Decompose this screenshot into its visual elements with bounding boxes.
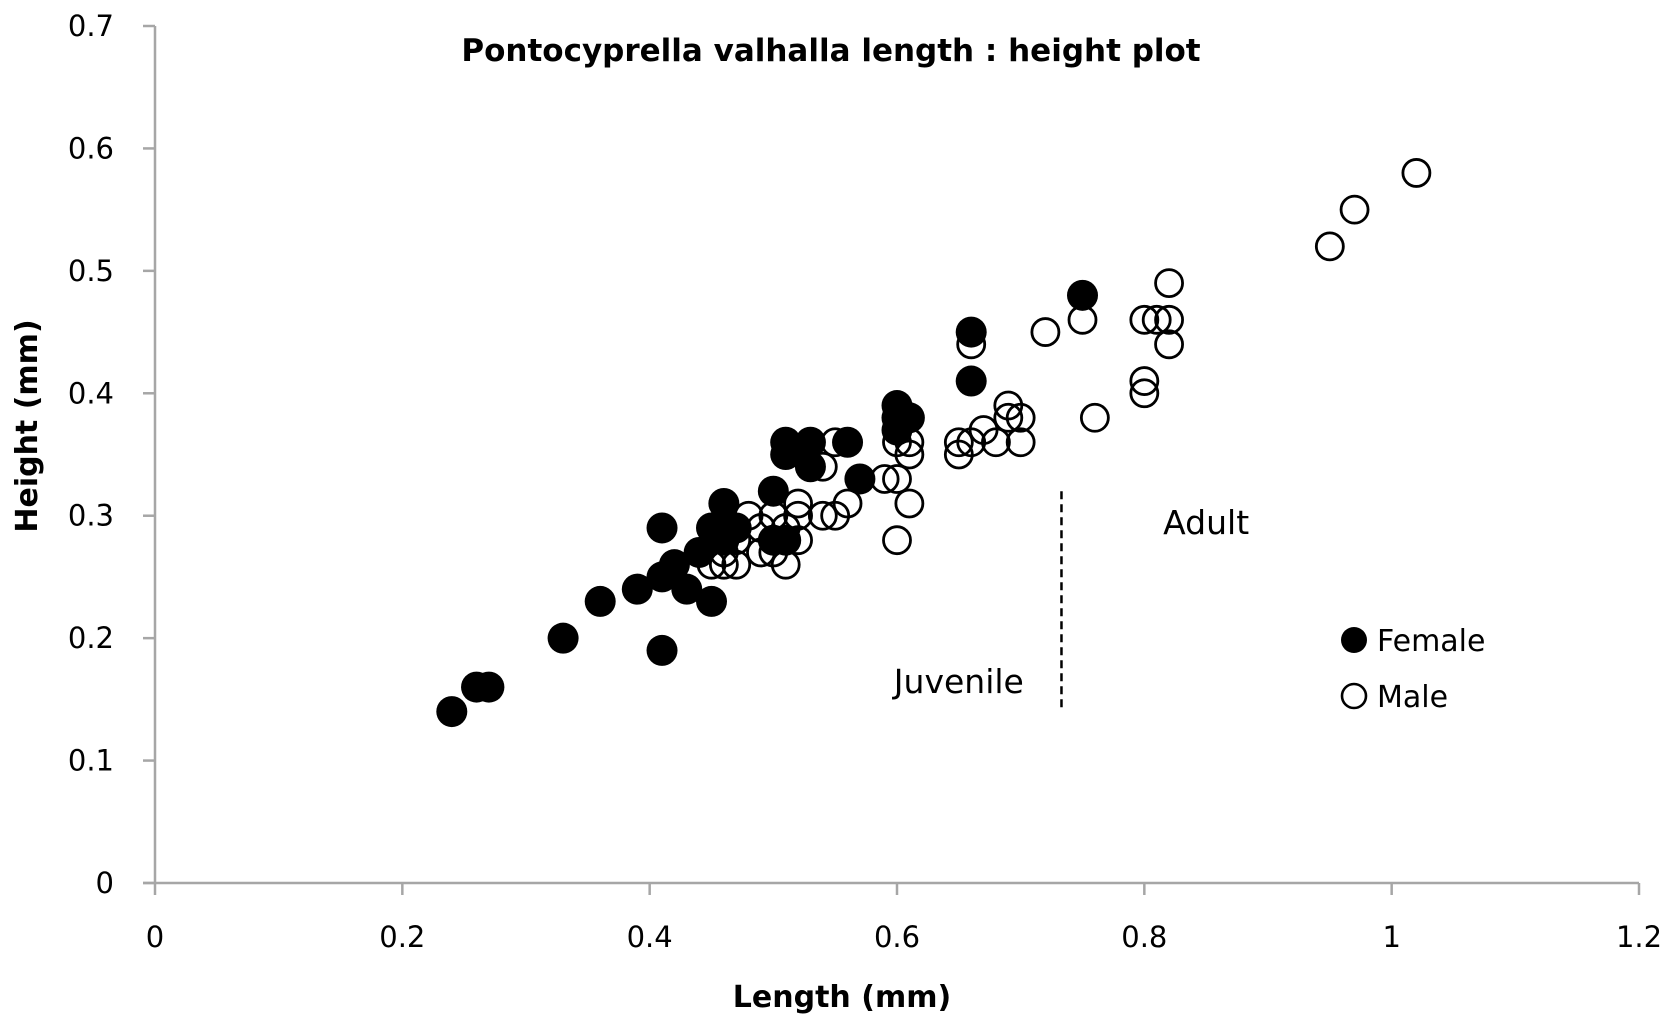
female-point bbox=[844, 463, 876, 495]
axes: 0 0.1 0.2 0.3 0.4 0.5 0.6 0.7 0 0.2 0.4 0.6 0.8 1 1.2 bbox=[68, 9, 1662, 954]
female-point bbox=[436, 696, 468, 728]
legend-marker-male bbox=[1340, 682, 1368, 710]
y-tick-label: 0.7 bbox=[68, 9, 114, 43]
female-point bbox=[770, 524, 802, 556]
male-point bbox=[1079, 402, 1110, 433]
male-point bbox=[993, 402, 1024, 433]
male-point bbox=[807, 500, 838, 531]
y-tick-label: 0.5 bbox=[68, 254, 114, 288]
x-tick-label: 0.2 bbox=[379, 920, 425, 954]
y-axis-title: Height (mm) bbox=[10, 319, 45, 532]
male-point bbox=[783, 500, 813, 531]
y-tick-label: 0.2 bbox=[68, 621, 114, 655]
y-tick-label: 0.3 bbox=[68, 499, 114, 533]
chart-title: Pontocyprella valhalla length : height p… bbox=[461, 33, 1200, 69]
male-point bbox=[1129, 378, 1160, 409]
annotation-juvenile: Juvenile bbox=[892, 662, 1024, 701]
female-point bbox=[473, 671, 505, 703]
male-point bbox=[894, 439, 925, 470]
male-point bbox=[1401, 158, 1432, 188]
female-point bbox=[658, 549, 690, 581]
male-point bbox=[832, 488, 863, 519]
male-point bbox=[1154, 268, 1184, 299]
male-point bbox=[1339, 194, 1370, 225]
male-point bbox=[1154, 304, 1184, 335]
female-point bbox=[794, 451, 826, 483]
y-tick-label: 0.1 bbox=[68, 744, 114, 778]
female-point bbox=[955, 365, 987, 397]
male-point bbox=[1005, 402, 1036, 433]
male-point bbox=[894, 488, 925, 519]
male-point bbox=[721, 549, 752, 580]
y-tick-label: 0 bbox=[96, 866, 114, 900]
female-point bbox=[708, 487, 740, 519]
legend-marker-female bbox=[1341, 627, 1367, 653]
legend-label-female: Female bbox=[1377, 624, 1485, 659]
male-point bbox=[981, 427, 1011, 458]
male-point bbox=[882, 525, 912, 556]
x-tick-label: 0.4 bbox=[627, 920, 673, 954]
female-point bbox=[621, 573, 653, 605]
female-point bbox=[584, 585, 616, 617]
female-point bbox=[547, 622, 579, 654]
annotation-adult: Adult bbox=[1163, 503, 1249, 542]
female-point bbox=[671, 573, 703, 605]
points-layer bbox=[436, 158, 1432, 728]
legend-label-male: Male bbox=[1377, 680, 1448, 715]
male-point bbox=[1141, 304, 1172, 335]
female-point bbox=[1067, 279, 1098, 311]
female-point bbox=[893, 402, 925, 434]
y-tick-label: 0.4 bbox=[68, 376, 114, 410]
female-point bbox=[646, 512, 678, 544]
female-point bbox=[757, 475, 789, 507]
male-point bbox=[882, 464, 912, 494]
male-point bbox=[1030, 317, 1061, 347]
legend: Female Male bbox=[1340, 624, 1485, 715]
female-point bbox=[770, 426, 802, 458]
male-point bbox=[1314, 231, 1345, 262]
female-point bbox=[794, 426, 826, 458]
male-point bbox=[943, 427, 974, 458]
x-axis-title: Length (mm) bbox=[733, 980, 951, 1015]
female-point bbox=[683, 536, 715, 568]
x-tick-label: 1 bbox=[1382, 920, 1400, 954]
female-point bbox=[646, 634, 678, 666]
x-tick-label: 0 bbox=[146, 920, 164, 954]
x-tick-label: 0.6 bbox=[874, 920, 920, 954]
x-tick-label: 1.2 bbox=[1616, 920, 1662, 954]
x-tick-label: 0.8 bbox=[1121, 920, 1167, 954]
female-point bbox=[832, 426, 864, 458]
male-point bbox=[1154, 329, 1184, 360]
female-point bbox=[720, 512, 752, 544]
male-point bbox=[783, 488, 813, 519]
male-point bbox=[1005, 427, 1036, 458]
male-point bbox=[1129, 304, 1160, 335]
female-point bbox=[955, 316, 987, 348]
female-point bbox=[696, 585, 727, 617]
male-point bbox=[1129, 366, 1160, 396]
y-tick-label: 0.6 bbox=[68, 131, 114, 165]
